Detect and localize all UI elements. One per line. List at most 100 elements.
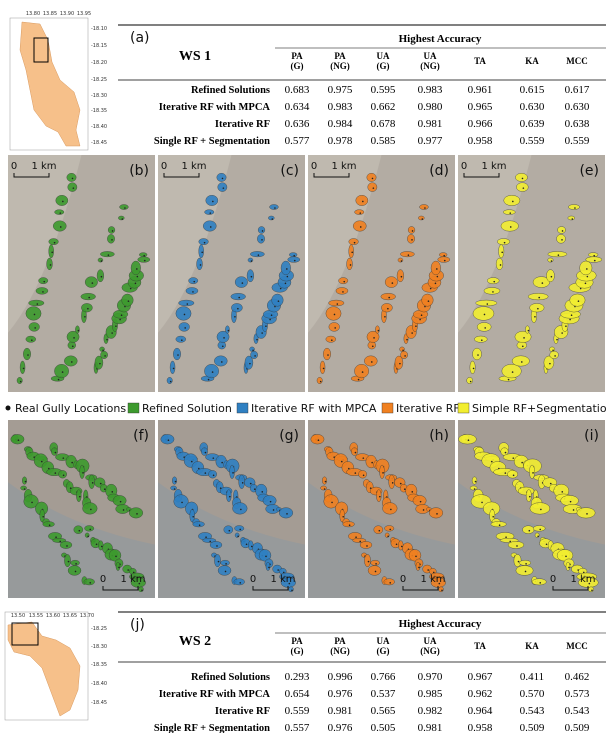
gully-location bbox=[331, 501, 333, 504]
gully-prediction bbox=[233, 578, 245, 586]
table-cell: 0.573 bbox=[565, 688, 590, 700]
table-cell: 0.683 bbox=[285, 84, 310, 96]
gully-location bbox=[534, 316, 536, 318]
gully-location bbox=[261, 239, 263, 241]
gully-prediction bbox=[226, 489, 232, 502]
gully-location bbox=[237, 535, 239, 538]
gully-location bbox=[492, 291, 494, 293]
gully-location bbox=[400, 545, 403, 548]
gully-location bbox=[57, 378, 60, 381]
scale-bar bbox=[252, 586, 289, 591]
gully-prediction bbox=[137, 256, 151, 263]
gully-location bbox=[402, 349, 404, 352]
gully-location bbox=[136, 268, 138, 270]
lat-tick-label: -18.25 bbox=[91, 626, 107, 632]
gully-location bbox=[201, 251, 204, 254]
gully-location bbox=[554, 355, 556, 357]
gully-location bbox=[351, 251, 354, 254]
gully-location bbox=[528, 529, 531, 532]
gully-location bbox=[415, 325, 417, 327]
gully-location bbox=[503, 241, 506, 244]
gully-prediction bbox=[469, 485, 478, 491]
gully-location bbox=[571, 218, 574, 220]
gully-prediction bbox=[64, 554, 71, 568]
lat-tick-label: -18.45 bbox=[91, 140, 107, 146]
gully-location bbox=[362, 474, 365, 477]
gully-location bbox=[371, 461, 373, 464]
gully-location bbox=[593, 254, 595, 257]
gully-location bbox=[173, 488, 176, 490]
table-cell: 0.565 bbox=[371, 705, 396, 717]
gully-location bbox=[238, 296, 241, 299]
gully-location bbox=[348, 524, 351, 527]
gully-prediction bbox=[268, 215, 275, 221]
gully-location bbox=[419, 318, 421, 321]
gully-location bbox=[286, 513, 288, 515]
gully-location bbox=[524, 570, 527, 573]
gully-prediction bbox=[515, 565, 534, 576]
gully-location bbox=[509, 226, 512, 228]
gully-location bbox=[79, 495, 81, 498]
gully-prediction bbox=[19, 360, 26, 374]
gully-location bbox=[411, 491, 414, 493]
gully-prediction bbox=[130, 260, 141, 276]
table-cell: 0.977 bbox=[418, 135, 443, 147]
gully-prediction bbox=[175, 335, 187, 343]
gully-location bbox=[570, 314, 573, 317]
gully-prediction bbox=[73, 525, 84, 534]
table-cell: 0.964 bbox=[468, 705, 493, 717]
gully-location bbox=[141, 589, 143, 592]
lon-tick-label: 13.80 bbox=[26, 11, 40, 17]
gully-location bbox=[359, 212, 362, 214]
gully-prediction bbox=[325, 335, 337, 343]
gully-prediction bbox=[265, 562, 271, 571]
gully-location bbox=[111, 230, 114, 232]
gully-location bbox=[399, 362, 401, 365]
gully-location bbox=[250, 545, 253, 548]
column-header: UA bbox=[424, 636, 437, 646]
gully-prediction bbox=[319, 360, 326, 374]
gully-prediction bbox=[238, 474, 245, 489]
gully-location bbox=[420, 314, 423, 317]
gully-location bbox=[42, 515, 45, 518]
gully-location bbox=[227, 329, 230, 332]
gully-prediction bbox=[557, 226, 566, 234]
gully-location bbox=[371, 345, 374, 348]
lat-tick-label: -18.15 bbox=[91, 43, 107, 49]
gully-prediction bbox=[185, 287, 199, 295]
row-label: Iterative RF bbox=[215, 706, 270, 717]
lon-tick-label: 13.70 bbox=[80, 613, 94, 619]
gully-prediction bbox=[367, 341, 376, 350]
table-cell: 0.615 bbox=[520, 84, 545, 96]
gully-location bbox=[504, 451, 507, 454]
table-cell: 0.595 bbox=[371, 84, 396, 96]
gully-prediction bbox=[250, 251, 265, 258]
gully-prediction bbox=[529, 502, 551, 515]
legend-label: Refined Solution bbox=[142, 402, 232, 415]
gully-prediction bbox=[88, 474, 95, 489]
gully-location bbox=[48, 467, 50, 470]
gully-location bbox=[71, 177, 74, 180]
gully-location bbox=[241, 282, 244, 284]
table-cell: 0.966 bbox=[468, 118, 493, 130]
gully-location bbox=[391, 482, 394, 484]
gully-prediction bbox=[322, 476, 327, 485]
gully-location bbox=[277, 300, 280, 302]
gully-prediction bbox=[383, 578, 395, 586]
gully-prediction bbox=[97, 257, 104, 263]
gully-location bbox=[501, 251, 504, 254]
gully-location bbox=[521, 177, 524, 180]
gully-location bbox=[511, 371, 514, 373]
gully-location bbox=[119, 318, 121, 321]
gully-prediction bbox=[546, 269, 555, 283]
table-cell: 0.636 bbox=[285, 118, 310, 130]
legend-swatch bbox=[127, 402, 140, 414]
gully-location bbox=[539, 528, 542, 531]
gully-location bbox=[286, 275, 289, 278]
gully-location bbox=[216, 545, 218, 547]
table-cell: 0.965 bbox=[468, 101, 493, 113]
column-header: (NG) bbox=[330, 646, 350, 656]
legend-swatch bbox=[381, 402, 394, 414]
gully-prediction bbox=[66, 173, 77, 182]
gully-prediction bbox=[475, 299, 498, 307]
